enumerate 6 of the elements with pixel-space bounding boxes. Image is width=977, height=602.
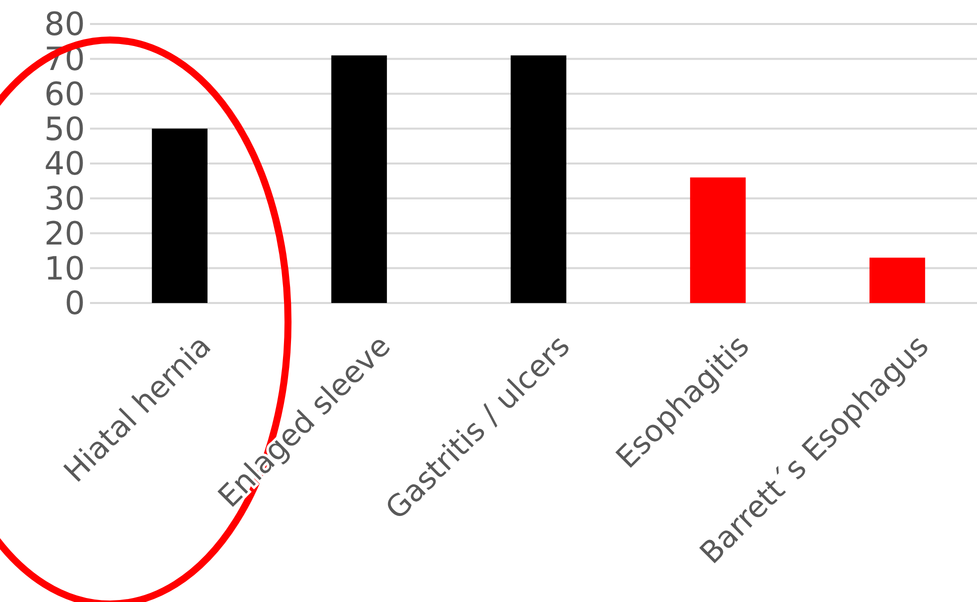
bar [690,177,746,303]
bar [510,55,566,303]
bar [869,258,926,303]
bar [152,128,208,303]
y-tick-label: 80 [44,5,85,44]
bar [331,55,387,303]
